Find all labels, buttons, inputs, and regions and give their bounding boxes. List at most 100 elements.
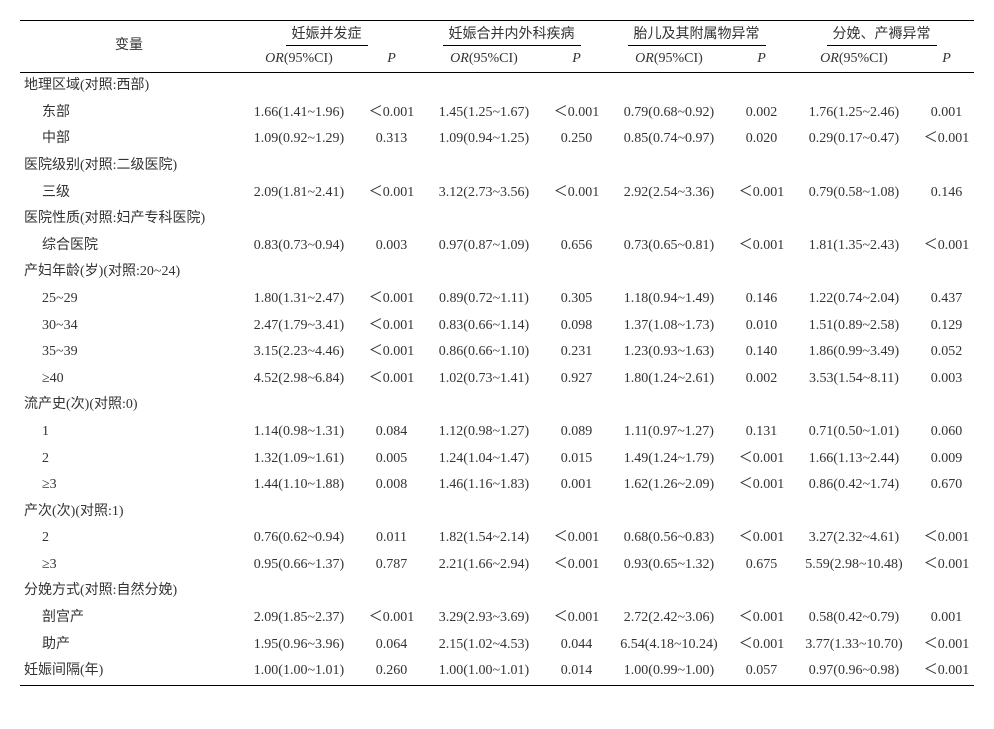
cell-p: ＜0.001 xyxy=(734,180,789,207)
cell-empty xyxy=(549,392,604,419)
cell-or: 2.92(2.54~3.36) xyxy=(604,180,734,207)
table-row: 产妇年龄(岁)(对照:20~24) xyxy=(20,259,974,286)
cell-empty xyxy=(549,206,604,233)
cell-p: ＜0.001 xyxy=(734,632,789,659)
cell-empty xyxy=(734,499,789,526)
cell-empty xyxy=(234,73,364,100)
cell-empty xyxy=(549,578,604,605)
cell-empty xyxy=(604,259,734,286)
table-row: 地理区域(对照:西部) xyxy=(20,73,974,100)
cell-p: 0.014 xyxy=(549,658,604,685)
cell-empty xyxy=(789,392,919,419)
cell-p: 0.015 xyxy=(549,446,604,473)
cell-p: ＜0.001 xyxy=(734,472,789,499)
cell-p: ＜0.001 xyxy=(734,605,789,632)
cell-p: 0.231 xyxy=(549,339,604,366)
sub-p-1: P xyxy=(364,49,419,73)
cell-empty xyxy=(919,499,974,526)
cell-p: ＜0.001 xyxy=(919,525,974,552)
table-row: 东部1.66(1.41~1.96)＜0.0011.45(1.25~1.67)＜0… xyxy=(20,100,974,127)
cell-p: 0.001 xyxy=(919,605,974,632)
cell-or: 1.09(0.94~1.25) xyxy=(419,126,549,153)
cell-or: 4.52(2.98~6.84) xyxy=(234,366,364,393)
table-body: 地理区域(对照:西部)东部1.66(1.41~1.96)＜0.0011.45(1… xyxy=(20,73,974,686)
row-label: 剖宫产 xyxy=(20,605,234,632)
cell-or: 1.32(1.09~1.61) xyxy=(234,446,364,473)
table-row: ≥30.95(0.66~1.37)0.7872.21(1.66~2.94)＜0.… xyxy=(20,552,974,579)
cell-p: ＜0.001 xyxy=(549,100,604,127)
table-row: 中部1.09(0.92~1.29)0.3131.09(0.94~1.25)0.2… xyxy=(20,126,974,153)
cell-or: 1.66(1.41~1.96) xyxy=(234,100,364,127)
cell-p: 0.002 xyxy=(734,366,789,393)
cell-or: 1.11(0.97~1.27) xyxy=(604,419,734,446)
cell-empty xyxy=(234,392,364,419)
cell-empty xyxy=(364,499,419,526)
cell-or: 1.80(1.31~2.47) xyxy=(234,286,364,313)
cell-or: 3.29(2.93~3.69) xyxy=(419,605,549,632)
cell-empty xyxy=(919,578,974,605)
table-row: 综合医院0.83(0.73~0.94)0.0030.97(0.87~1.09)0… xyxy=(20,233,974,260)
cell-p: 0.250 xyxy=(549,126,604,153)
cell-p: 0.009 xyxy=(919,446,974,473)
row-label: 2 xyxy=(20,446,234,473)
cell-or: 0.79(0.68~0.92) xyxy=(604,100,734,127)
cell-or: 0.86(0.42~1.74) xyxy=(789,472,919,499)
cell-or: 1.00(0.99~1.00) xyxy=(604,658,734,685)
cell-or: 1.18(0.94~1.49) xyxy=(604,286,734,313)
table-row: 产次(次)(对照:1) xyxy=(20,499,974,526)
cell-empty xyxy=(734,259,789,286)
cell-p: 0.437 xyxy=(919,286,974,313)
cell-empty xyxy=(419,73,549,100)
cell-empty xyxy=(419,206,549,233)
cell-empty xyxy=(604,499,734,526)
row-label: ≥40 xyxy=(20,366,234,393)
cell-empty xyxy=(549,259,604,286)
cell-p: 0.005 xyxy=(364,446,419,473)
row-label: 产次(次)(对照:1) xyxy=(20,499,234,526)
cell-p: 0.787 xyxy=(364,552,419,579)
cell-p: 0.098 xyxy=(549,313,604,340)
row-label: 东部 xyxy=(20,100,234,127)
sub-or-2: OR(95%CI) xyxy=(419,49,549,73)
cell-p: 0.146 xyxy=(919,180,974,207)
row-label: 中部 xyxy=(20,126,234,153)
cell-or: 3.53(1.54~8.11) xyxy=(789,366,919,393)
cell-or: 2.21(1.66~2.94) xyxy=(419,552,549,579)
cell-or: 0.95(0.66~1.37) xyxy=(234,552,364,579)
cell-p: 0.003 xyxy=(364,233,419,260)
cell-or: 1.02(0.73~1.41) xyxy=(419,366,549,393)
cell-empty xyxy=(919,392,974,419)
row-label: 医院性质(对照:妇产专科医院) xyxy=(20,206,234,233)
cell-empty xyxy=(604,206,734,233)
cell-or: 1.12(0.98~1.27) xyxy=(419,419,549,446)
col-group-2: 妊娠合并内外科疾病 xyxy=(419,21,604,49)
cell-p: 0.057 xyxy=(734,658,789,685)
cell-or: 0.68(0.56~0.83) xyxy=(604,525,734,552)
cell-or: 1.80(1.24~2.61) xyxy=(604,366,734,393)
cell-empty xyxy=(364,578,419,605)
cell-p: 0.146 xyxy=(734,286,789,313)
table-row: 妊娠间隔(年)1.00(1.00~1.01)0.2601.00(1.00~1.0… xyxy=(20,658,974,685)
cell-empty xyxy=(419,499,549,526)
row-label: 综合医院 xyxy=(20,233,234,260)
cell-empty xyxy=(604,578,734,605)
cell-empty xyxy=(734,73,789,100)
cell-or: 3.15(2.23~4.46) xyxy=(234,339,364,366)
row-label: 地理区域(对照:西部) xyxy=(20,73,234,100)
row-label: 三级 xyxy=(20,180,234,207)
table-row: 医院性质(对照:妇产专科医院) xyxy=(20,206,974,233)
cell-empty xyxy=(234,259,364,286)
cell-empty xyxy=(549,499,604,526)
cell-empty xyxy=(789,73,919,100)
cell-or: 0.76(0.62~0.94) xyxy=(234,525,364,552)
cell-or: 1.62(1.26~2.09) xyxy=(604,472,734,499)
cell-or: 0.93(0.65~1.32) xyxy=(604,552,734,579)
table-row: 医院级别(对照:二级医院) xyxy=(20,153,974,180)
cell-or: 1.81(1.35~2.43) xyxy=(789,233,919,260)
cell-p: 0.001 xyxy=(919,100,974,127)
cell-empty xyxy=(419,259,549,286)
table-row: 30~342.47(1.79~3.41)＜0.0010.83(0.66~1.14… xyxy=(20,313,974,340)
cell-p: 0.044 xyxy=(549,632,604,659)
cell-empty xyxy=(789,499,919,526)
cell-empty xyxy=(919,206,974,233)
